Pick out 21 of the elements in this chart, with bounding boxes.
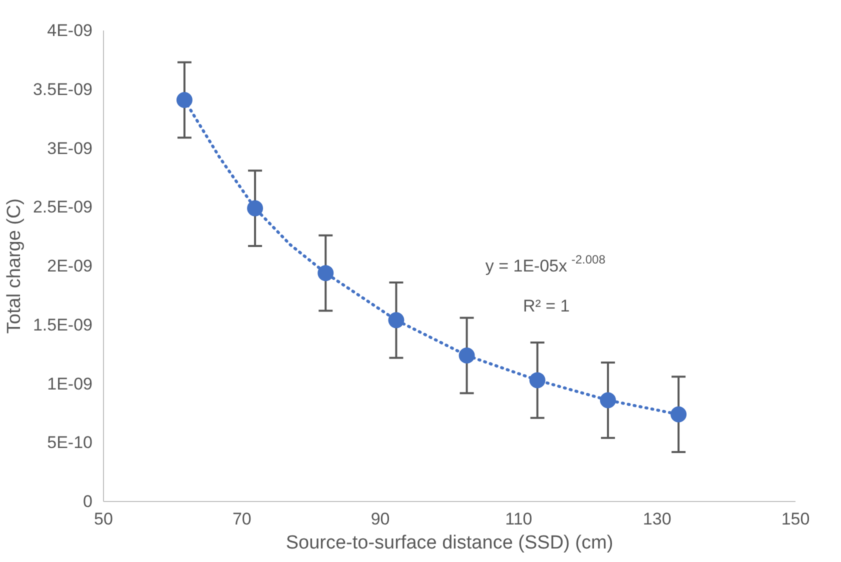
y-tick-label: 4E-09: [47, 21, 93, 40]
x-tick-label: 50: [94, 510, 113, 528]
y-tick-label: 3.5E-09: [32, 80, 93, 99]
x-tick-label: 130: [642, 510, 672, 528]
y-tick-label: 1E-09: [47, 374, 93, 394]
x-tick-label: 110: [505, 510, 532, 528]
point: [176, 92, 192, 108]
y-tick-label: 1.5E-09: [32, 315, 93, 334]
annotation: R² = 1: [522, 296, 570, 316]
y-tick-label: 2E-09: [47, 256, 93, 276]
y-tick-label: 5E-10: [47, 433, 93, 452]
annotation: y = 1E-05x-2.008: [485, 252, 606, 276]
point: [670, 406, 687, 422]
y-axis-title: Total charge (C): [4, 198, 25, 334]
y-tick-label: 3E-09: [47, 138, 93, 158]
x-axis-title: Source-to-surface distance (SSD) (cm): [286, 532, 614, 554]
y-tick-label: 2.5E-09: [32, 198, 93, 217]
y-tick-label: 0: [83, 492, 93, 511]
x-tick-label: 90: [370, 510, 390, 528]
x-tick-label: 70: [232, 510, 252, 528]
x-tick-label: 150: [781, 510, 810, 528]
